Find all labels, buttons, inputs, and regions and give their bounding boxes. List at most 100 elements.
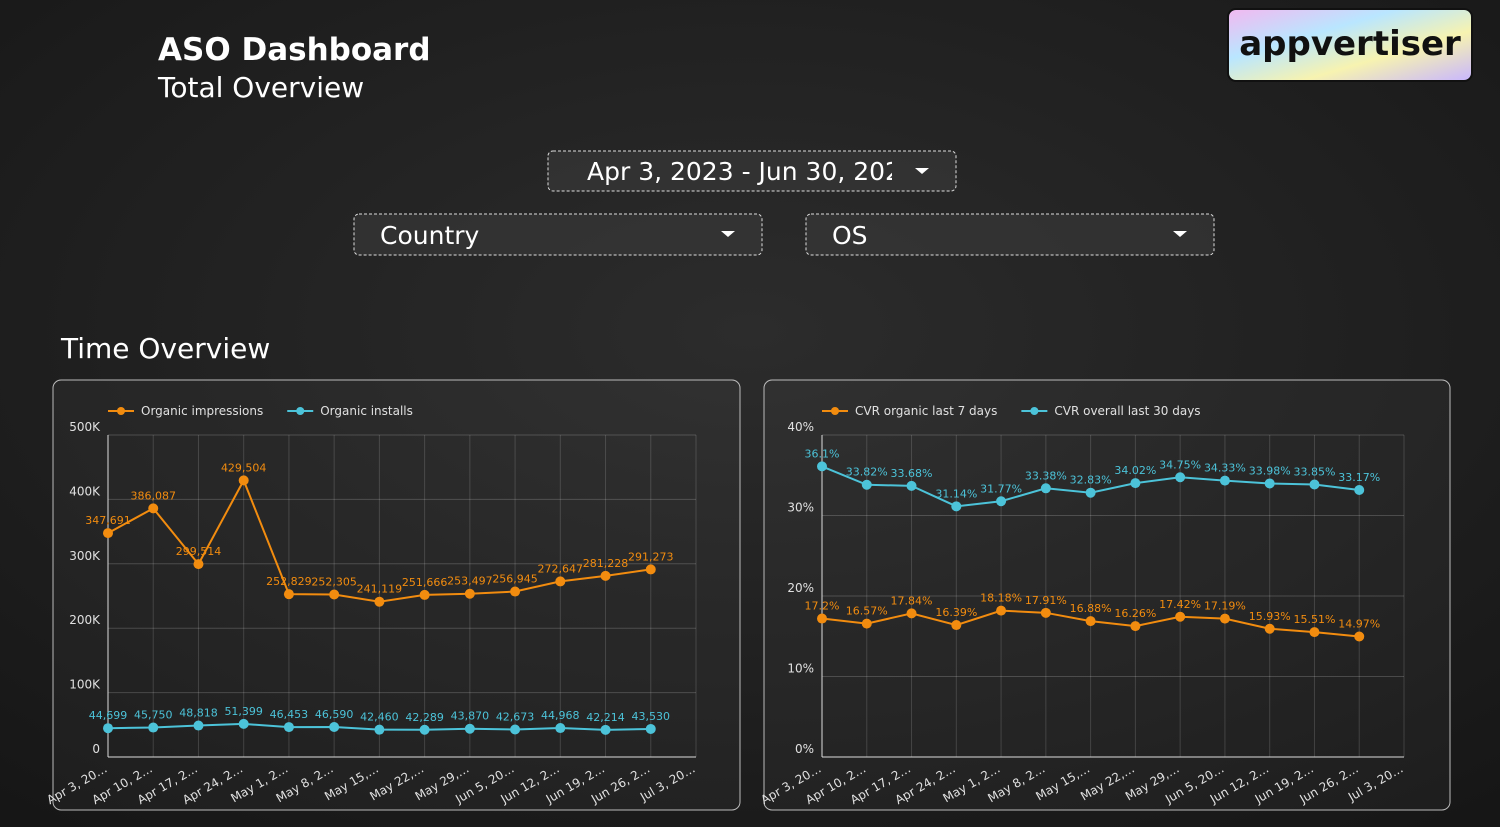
data-point xyxy=(1175,472,1186,483)
legend-marker xyxy=(296,407,305,415)
data-point xyxy=(996,605,1007,616)
data-label: 15.93% xyxy=(1249,610,1291,623)
filter-label: OS xyxy=(832,221,868,250)
data-label: 347,691 xyxy=(85,514,131,527)
data-point xyxy=(148,503,159,514)
os-filter[interactable]: OS xyxy=(805,213,1215,256)
dropdown-arrow xyxy=(1173,231,1187,237)
data-label: 51,399 xyxy=(224,705,263,718)
data-point xyxy=(1175,611,1186,622)
data-label: 386,087 xyxy=(130,489,176,502)
y-tick-label: 300K xyxy=(69,549,101,563)
data-label: 252,829 xyxy=(266,575,312,588)
legend-label: Organic impressions xyxy=(141,404,263,418)
data-label: 43,530 xyxy=(632,710,671,723)
data-point xyxy=(600,570,611,581)
data-label: 429,504 xyxy=(221,461,267,474)
y-tick-label: 40% xyxy=(787,420,814,434)
data-point xyxy=(817,613,827,624)
data-point xyxy=(1219,475,1230,486)
data-label: 16.57% xyxy=(846,605,888,618)
data-point xyxy=(464,588,475,599)
data-label: 17.84% xyxy=(891,594,933,607)
data-label: 34.02% xyxy=(1114,464,1156,477)
logo-badge xyxy=(1227,8,1473,82)
data-point xyxy=(817,461,827,472)
data-point xyxy=(464,723,475,734)
data-point xyxy=(510,724,521,735)
data-label: 251,666 xyxy=(402,576,448,589)
data-point xyxy=(1264,623,1275,634)
data-label: 46,453 xyxy=(270,708,309,721)
data-label: 46,590 xyxy=(315,708,354,721)
legend-label: CVR organic last 7 days xyxy=(855,404,997,418)
data-label: 33.82% xyxy=(846,466,888,479)
data-label: 42,289 xyxy=(405,711,444,724)
y-tick-label: 500K xyxy=(69,420,101,434)
data-point xyxy=(906,608,917,619)
legend-item: CVR organic last 7 days xyxy=(822,404,997,418)
legend-item: Organic installs xyxy=(287,404,413,418)
country-filter[interactable]: Country xyxy=(353,213,763,256)
data-point xyxy=(419,589,430,600)
data-label: 48,818 xyxy=(179,707,218,720)
data-point xyxy=(645,564,656,575)
data-label: 299,514 xyxy=(176,545,222,558)
data-point xyxy=(996,496,1007,507)
y-tick-label: 0 xyxy=(92,742,100,756)
data-point xyxy=(906,480,917,491)
data-point xyxy=(1130,478,1141,489)
data-point xyxy=(329,589,340,600)
data-label: 16.39% xyxy=(935,606,977,619)
filter-box xyxy=(805,213,1215,256)
data-point xyxy=(103,723,113,734)
filter-box xyxy=(353,213,763,256)
data-label: 44,968 xyxy=(541,709,580,722)
legend-marker xyxy=(831,407,839,415)
y-tick-label: 100K xyxy=(69,678,101,692)
data-label: 17.2% xyxy=(805,600,840,613)
data-label: 31.77% xyxy=(980,482,1022,495)
legend-item: CVR overall last 30 days xyxy=(1021,404,1201,418)
y-tick-label: 400K xyxy=(69,484,101,498)
data-label: 16.88% xyxy=(1070,602,1112,615)
data-point xyxy=(1219,613,1230,624)
data-label: 17.42% xyxy=(1159,598,1201,611)
data-point xyxy=(1130,621,1141,632)
page-subtitle: Total Overview xyxy=(157,71,364,104)
logo-text: appvertiser xyxy=(1239,24,1461,64)
legend-marker xyxy=(1030,407,1039,415)
data-point xyxy=(238,475,249,486)
data-label: 252,305 xyxy=(311,576,357,589)
data-point xyxy=(555,576,566,587)
legend-label: CVR overall last 30 days xyxy=(1054,404,1200,418)
data-label: 42,214 xyxy=(586,711,625,724)
data-label: 44,699 xyxy=(89,709,128,722)
data-point xyxy=(329,721,340,732)
data-point xyxy=(1309,479,1320,490)
data-label: 16.26% xyxy=(1114,607,1156,620)
data-label: 31.14% xyxy=(935,487,977,500)
data-point xyxy=(193,559,204,570)
legend-item: Organic impressions xyxy=(108,404,263,418)
filter-label: Country xyxy=(380,221,480,250)
dropdown-arrow xyxy=(915,168,929,174)
data-label: 33.98% xyxy=(1249,464,1291,477)
data-point xyxy=(283,722,294,733)
data-label: 34.75% xyxy=(1159,458,1201,471)
data-label: 43,870 xyxy=(451,710,490,723)
date-filter[interactable]: Apr 3, 2023 - Jun 30, 2023 xyxy=(547,150,957,192)
data-point xyxy=(193,720,204,731)
data-label: 33.85% xyxy=(1293,466,1335,479)
dropdown-arrow xyxy=(721,231,735,237)
data-point xyxy=(1085,487,1096,498)
data-label: 34.33% xyxy=(1204,462,1246,475)
data-point xyxy=(600,724,611,735)
page-title: ASO Dashboard xyxy=(158,32,431,68)
data-label: 36.1% xyxy=(805,447,840,460)
data-point xyxy=(1354,484,1365,495)
data-point xyxy=(861,618,872,629)
logo[interactable]: appvertiser xyxy=(1227,8,1473,82)
y-tick-label: 200K xyxy=(69,613,101,627)
